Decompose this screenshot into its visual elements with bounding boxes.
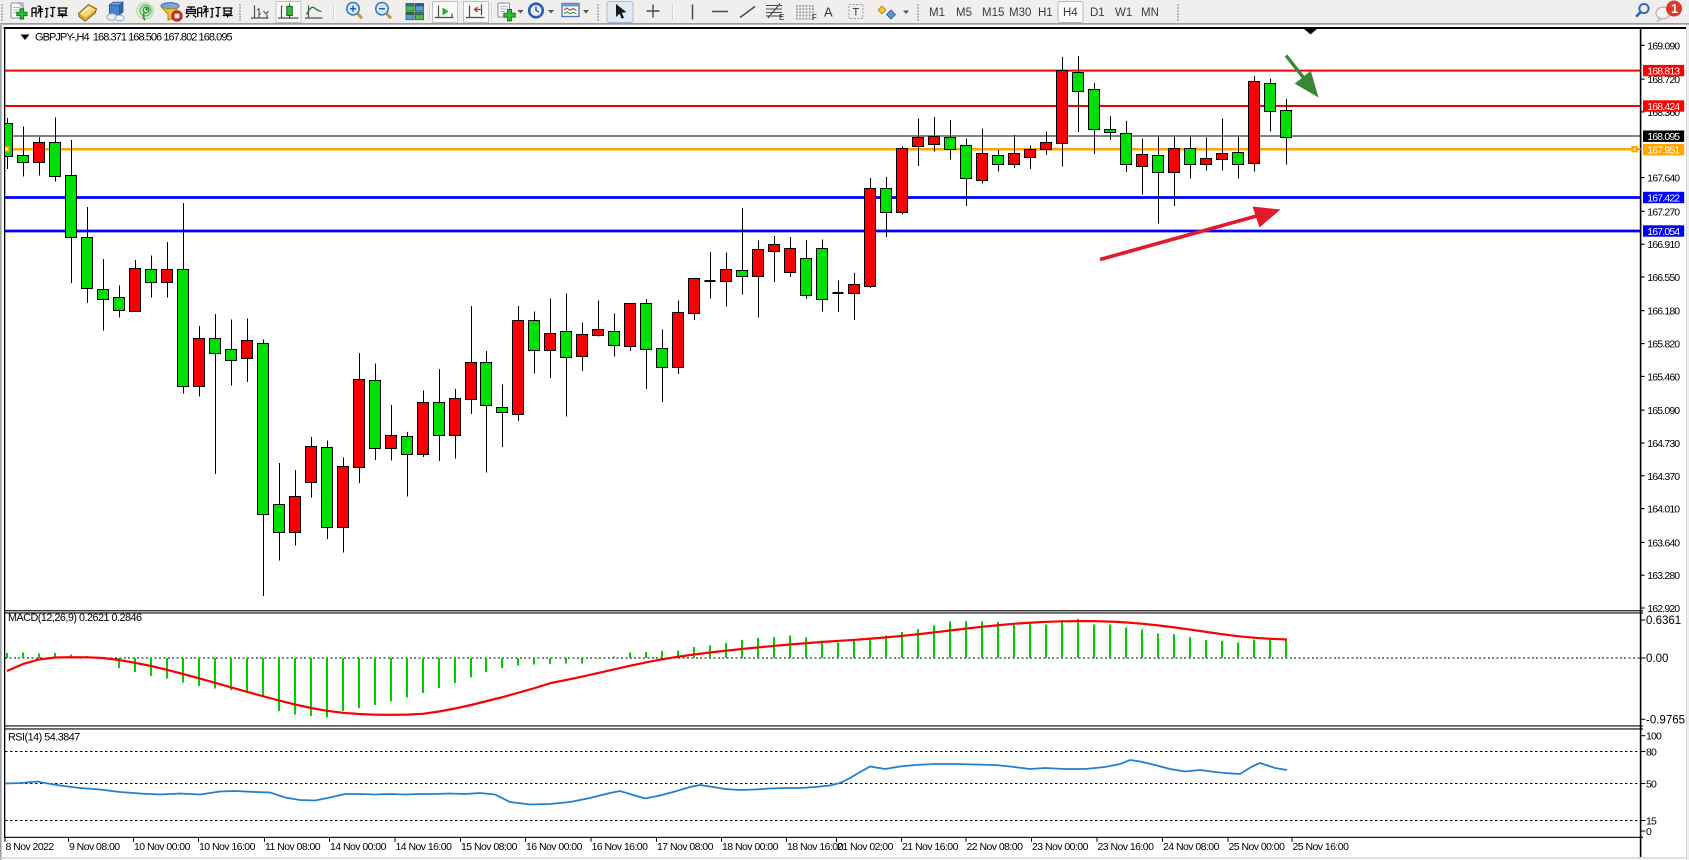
svg-text:M1: M1 (929, 7, 945, 19)
svg-text:RSI(14) 54.3847: RSI(14) 54.3847 (8, 732, 80, 744)
svg-text:H1: H1 (1038, 7, 1053, 19)
svg-text:25 Nov 00:00: 25 Nov 00:00 (1229, 841, 1286, 853)
svg-text:18 Nov 16:00: 18 Nov 16:00 (787, 841, 844, 853)
svg-text:80: 80 (1646, 747, 1657, 759)
svg-text:167.951: 167.951 (1647, 145, 1680, 157)
svg-text:14 Nov 16:00: 14 Nov 16:00 (396, 841, 453, 853)
svg-text:16 Nov 00:00: 16 Nov 00:00 (526, 841, 583, 853)
svg-text:18 Nov 00:00: 18 Nov 00:00 (722, 841, 779, 853)
svg-text:F: F (812, 13, 817, 22)
svg-text:100: 100 (1646, 731, 1662, 743)
svg-text:M30: M30 (1009, 7, 1031, 19)
svg-text:W1: W1 (1115, 7, 1132, 19)
svg-text:11 Nov 08:00: 11 Nov 08:00 (265, 841, 321, 853)
svg-text:168.813: 168.813 (1647, 66, 1680, 78)
svg-text:H4: H4 (1063, 7, 1078, 19)
svg-text:162.920: 162.920 (1647, 603, 1680, 615)
svg-text:MN: MN (1141, 7, 1159, 19)
svg-text:166.550: 166.550 (1647, 272, 1680, 284)
svg-text:165.090: 165.090 (1647, 405, 1680, 417)
svg-text:T: T (853, 7, 860, 19)
svg-text:0: 0 (1646, 826, 1652, 838)
svg-text:1: 1 (1671, 2, 1678, 16)
svg-text:25 Nov 16:00: 25 Nov 16:00 (1293, 841, 1350, 853)
svg-text:23 Nov 00:00: 23 Nov 00:00 (1032, 841, 1089, 853)
svg-text:167.054: 167.054 (1647, 226, 1680, 238)
svg-text:22 Nov 08:00: 22 Nov 08:00 (967, 841, 1024, 853)
svg-text:163.280: 163.280 (1647, 570, 1680, 582)
svg-text:0.6361: 0.6361 (1646, 615, 1681, 627)
svg-text:15: 15 (1646, 816, 1657, 828)
svg-text:166.180: 166.180 (1647, 306, 1680, 318)
svg-text:14 Nov 00:00: 14 Nov 00:00 (330, 841, 387, 853)
svg-text:17 Nov 08:00: 17 Nov 08:00 (657, 841, 714, 853)
svg-text:21 Nov 16:00: 21 Nov 16:00 (902, 841, 959, 853)
svg-text:10 Nov 00:00: 10 Nov 00:00 (134, 841, 191, 853)
svg-text:15 Nov 08:00: 15 Nov 08:00 (461, 841, 518, 853)
svg-text:0.00: 0.00 (1646, 653, 1668, 665)
svg-text:169.090: 169.090 (1647, 40, 1680, 52)
svg-text:10 Nov 16:00: 10 Nov 16:00 (199, 841, 256, 853)
svg-text:-0.9765: -0.9765 (1646, 714, 1685, 726)
svg-text:21 Nov 02:00: 21 Nov 02:00 (837, 841, 894, 853)
svg-text:GBPJPY-,H4 168.371 168.506 16: GBPJPY-,H4 168.371 168.506 167.802 168.0… (35, 32, 232, 44)
svg-text:167.270: 167.270 (1647, 206, 1680, 218)
svg-text:163.640: 163.640 (1647, 537, 1680, 549)
svg-text:168.424: 168.424 (1647, 101, 1680, 113)
svg-text:24 Nov 08:00: 24 Nov 08:00 (1163, 841, 1220, 853)
svg-text:23 Nov 16:00: 23 Nov 16:00 (1098, 841, 1155, 853)
svg-text:50: 50 (1646, 779, 1657, 791)
svg-text:MACD(12,26,9) 0.2621 0.2846: MACD(12,26,9) 0.2621 0.2846 (8, 612, 142, 624)
svg-text:165.820: 165.820 (1647, 339, 1680, 351)
svg-text:16 Nov 16:00: 16 Nov 16:00 (592, 841, 649, 853)
svg-text:E: E (779, 13, 784, 22)
svg-text:165.460: 165.460 (1647, 371, 1680, 383)
svg-text:A: A (824, 5, 833, 20)
svg-text:8 Nov 2022: 8 Nov 2022 (6, 841, 55, 853)
svg-text:166.910: 166.910 (1647, 239, 1680, 251)
svg-text:164.730: 164.730 (1647, 438, 1680, 450)
svg-text:D1: D1 (1090, 7, 1105, 19)
svg-text:164.370: 164.370 (1647, 471, 1680, 483)
svg-text:M15: M15 (982, 7, 1004, 19)
svg-text:M5: M5 (956, 7, 972, 19)
svg-text:167.640: 167.640 (1647, 173, 1680, 185)
svg-text:168.720: 168.720 (1647, 74, 1680, 86)
svg-text:9 Nov 08:00: 9 Nov 08:00 (69, 841, 120, 853)
svg-text:168.095: 168.095 (1647, 131, 1680, 143)
svg-text:167.422: 167.422 (1647, 193, 1680, 205)
svg-text:164.010: 164.010 (1647, 504, 1680, 516)
